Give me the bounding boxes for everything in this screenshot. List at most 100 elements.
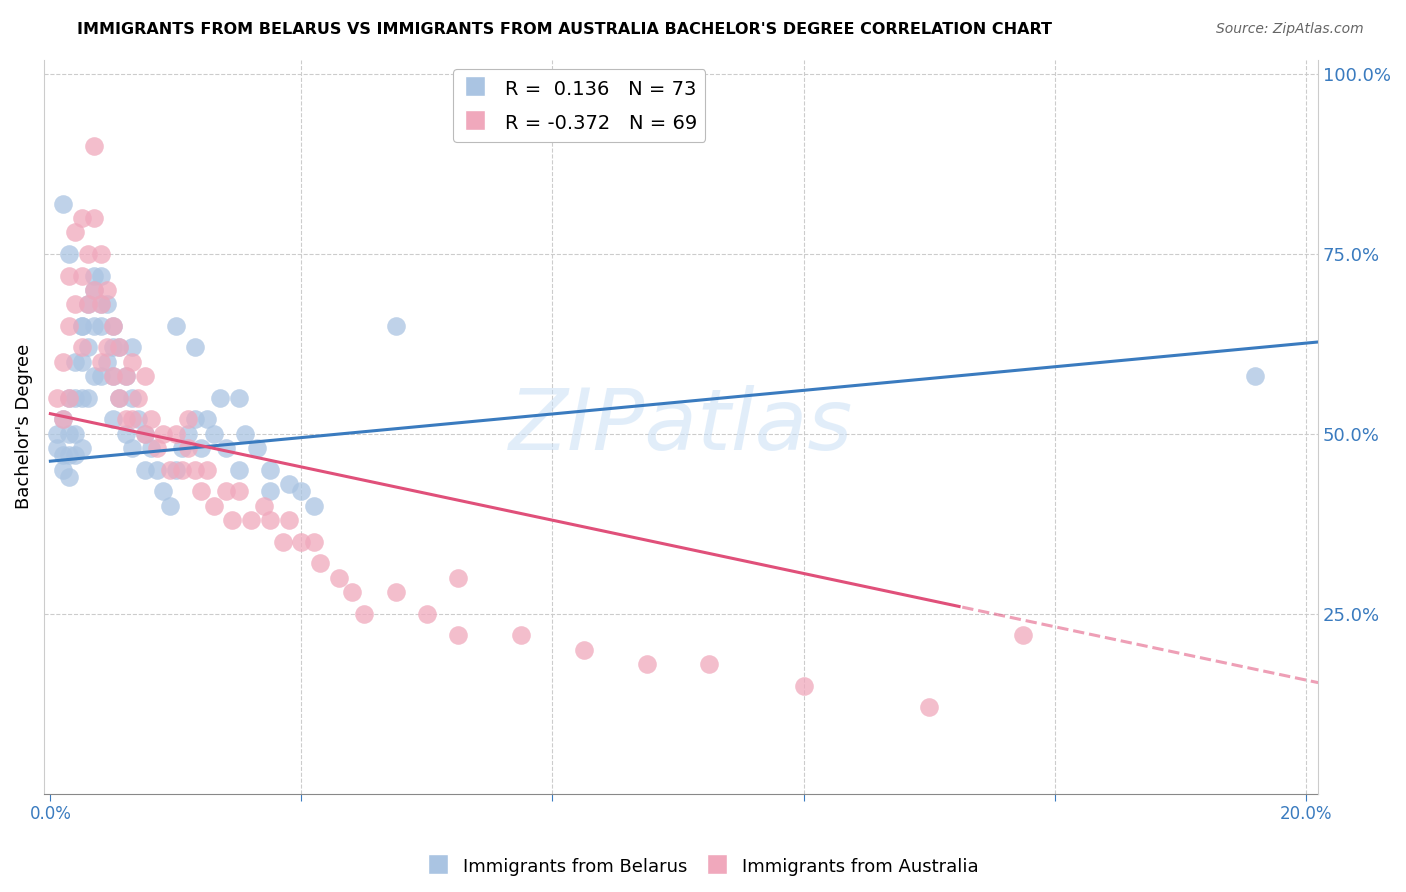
Point — [215, 484, 238, 499]
Point — [134, 426, 156, 441]
Text: ZIPatlas: ZIPatlas — [509, 385, 853, 468]
Point — [101, 369, 124, 384]
Point — [90, 297, 112, 311]
Point — [208, 391, 231, 405]
Point — [83, 318, 105, 333]
Point — [195, 412, 218, 426]
Point — [447, 628, 470, 642]
Point — [177, 441, 200, 455]
Point — [121, 355, 143, 369]
Point — [340, 585, 363, 599]
Point — [290, 534, 312, 549]
Point — [52, 463, 75, 477]
Point — [302, 534, 325, 549]
Point — [202, 426, 225, 441]
Point — [70, 268, 93, 283]
Point — [139, 412, 162, 426]
Point — [309, 557, 332, 571]
Point — [65, 297, 87, 311]
Point — [96, 283, 118, 297]
Point — [918, 700, 941, 714]
Point — [52, 355, 75, 369]
Point — [58, 391, 80, 405]
Point — [328, 571, 350, 585]
Point — [83, 283, 105, 297]
Point — [636, 657, 658, 672]
Point — [177, 426, 200, 441]
Point — [96, 297, 118, 311]
Point — [90, 268, 112, 283]
Point — [77, 247, 100, 261]
Point — [77, 297, 100, 311]
Point — [65, 225, 87, 239]
Point — [90, 318, 112, 333]
Point — [114, 412, 136, 426]
Point — [83, 369, 105, 384]
Point — [159, 499, 181, 513]
Point — [121, 412, 143, 426]
Point — [77, 297, 100, 311]
Point — [114, 426, 136, 441]
Point — [277, 513, 299, 527]
Point — [58, 247, 80, 261]
Point — [101, 318, 124, 333]
Point — [195, 463, 218, 477]
Point — [165, 426, 187, 441]
Point — [101, 341, 124, 355]
Point — [90, 369, 112, 384]
Point — [52, 412, 75, 426]
Point — [159, 463, 181, 477]
Point — [52, 449, 75, 463]
Point — [114, 369, 136, 384]
Point — [90, 297, 112, 311]
Point — [152, 426, 174, 441]
Point — [152, 484, 174, 499]
Point — [77, 391, 100, 405]
Point — [271, 534, 294, 549]
Point — [108, 391, 131, 405]
Point — [58, 268, 80, 283]
Point — [228, 463, 250, 477]
Point — [101, 318, 124, 333]
Point — [384, 585, 406, 599]
Point — [277, 477, 299, 491]
Point — [45, 391, 67, 405]
Point — [101, 369, 124, 384]
Point — [108, 391, 131, 405]
Point — [259, 513, 281, 527]
Point — [45, 441, 67, 455]
Point — [45, 426, 67, 441]
Point — [70, 441, 93, 455]
Point — [228, 484, 250, 499]
Point — [190, 484, 212, 499]
Point — [146, 463, 169, 477]
Point — [77, 341, 100, 355]
Point — [70, 318, 93, 333]
Point — [108, 341, 131, 355]
Point — [184, 341, 207, 355]
Point — [699, 657, 721, 672]
Text: IMMIGRANTS FROM BELARUS VS IMMIGRANTS FROM AUSTRALIA BACHELOR'S DEGREE CORRELATI: IMMIGRANTS FROM BELARUS VS IMMIGRANTS FR… — [77, 22, 1052, 37]
Point — [83, 283, 105, 297]
Point — [96, 355, 118, 369]
Point — [127, 412, 149, 426]
Point — [58, 449, 80, 463]
Point — [70, 355, 93, 369]
Point — [172, 441, 194, 455]
Point — [572, 642, 595, 657]
Legend: Immigrants from Belarus, Immigrants from Australia: Immigrants from Belarus, Immigrants from… — [420, 849, 986, 883]
Point — [65, 449, 87, 463]
Point — [228, 391, 250, 405]
Point — [177, 412, 200, 426]
Point — [302, 499, 325, 513]
Point — [65, 355, 87, 369]
Point — [184, 463, 207, 477]
Y-axis label: Bachelor's Degree: Bachelor's Degree — [15, 344, 32, 509]
Point — [290, 484, 312, 499]
Point — [510, 628, 533, 642]
Point — [447, 571, 470, 585]
Point — [52, 412, 75, 426]
Point — [58, 426, 80, 441]
Legend: R =  0.136   N = 73, R = -0.372   N = 69: R = 0.136 N = 73, R = -0.372 N = 69 — [453, 70, 706, 142]
Point — [121, 441, 143, 455]
